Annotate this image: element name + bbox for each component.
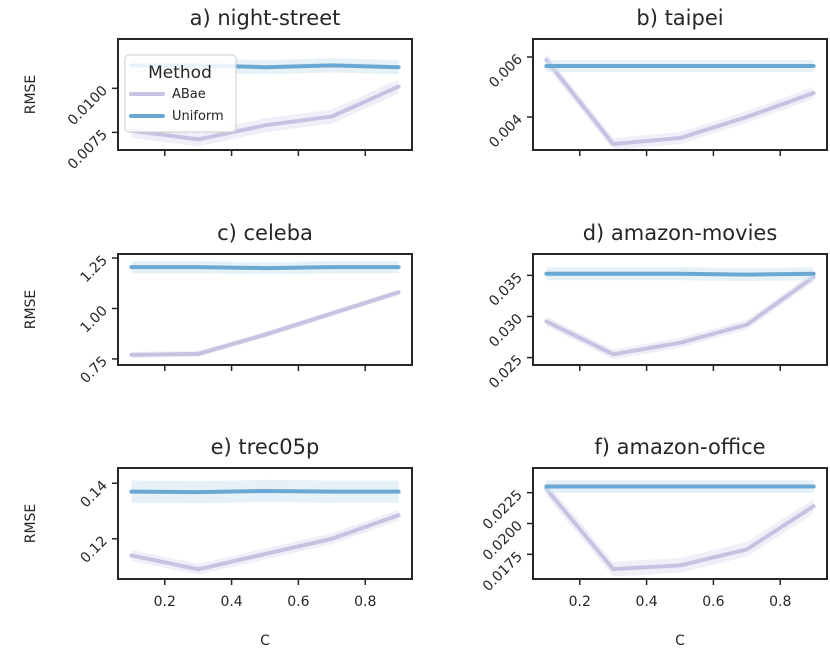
panel-title: d) amazon-movies [583,221,778,245]
y-tick-label: 0.0075 [65,127,111,173]
plot-frame [532,38,828,151]
series-band-abae [131,289,399,358]
y-tick-label: 0.025 [486,352,526,392]
legend-box [124,54,237,133]
panel-title: b) taipei [636,6,723,30]
series-band-abae [546,272,814,360]
y-tick-label: 0.0100 [65,83,111,129]
legend-title: Method [148,63,212,83]
x-axis-label: C [260,633,270,649]
series-line-uniform [129,265,401,271]
y-tick-label: 0.035 [486,270,526,310]
y-axis-label: RMSE [23,75,39,115]
x-tick-label: 0.4 [635,594,657,610]
plot-frame [532,253,828,366]
y-axis-label: RMSE [23,290,39,330]
y-tick-label: 1.00 [77,303,110,336]
x-tick-label: 0.6 [287,594,309,610]
y-tick-label: 0.006 [486,51,526,91]
panel-e-trec05p: 0.2 0.4 0.6 0.8 0.12 0.14 e) trec05p RMSE C [23,435,413,649]
y-tick-label: 0.75 [77,353,110,386]
x-tick-label: 0.2 [154,594,176,610]
y-tick-label: 0.004 [486,111,526,151]
series-band-abae [546,481,814,577]
plot-frame [117,38,413,151]
x-tick-label: 0.4 [220,594,242,610]
y-tick-label: 1.25 [77,253,110,286]
series-line-abae [129,290,401,357]
y-tick-label: 0.14 [77,478,110,511]
panel-b-taipei: 0.004 0.006 b) taipei [486,6,828,156]
panel-title: f) amazon-office [594,435,765,459]
x-tick-label: 0.6 [702,594,724,610]
y-tick-label: 0.12 [77,533,110,566]
x-tick-label: 0.8 [354,594,376,610]
panel-title: a) night-street [190,6,341,30]
x-tick-label: 0.8 [769,594,791,610]
plot-frame [117,253,413,366]
series-line-uniform [544,271,816,277]
panel-title: e) trec05p [211,435,320,459]
legend-label-abae: ABae [172,87,206,102]
plot-frame [117,467,413,580]
panel-c-celeba: 0.75 1.00 1.25 c) celeba RMSE [23,221,413,387]
series-band-abae [131,79,399,147]
panel-title: c) celeba [217,221,313,245]
legend: Method ABae Uniform [124,54,237,133]
x-tick-label: 0.2 [569,594,591,610]
y-tick-label: 0.030 [486,311,526,351]
x-axis-label: C [675,633,685,649]
y-axis-label: RMSE [23,504,39,544]
series-line-uniform [129,489,401,495]
legend-label-uniform: Uniform [172,109,224,124]
